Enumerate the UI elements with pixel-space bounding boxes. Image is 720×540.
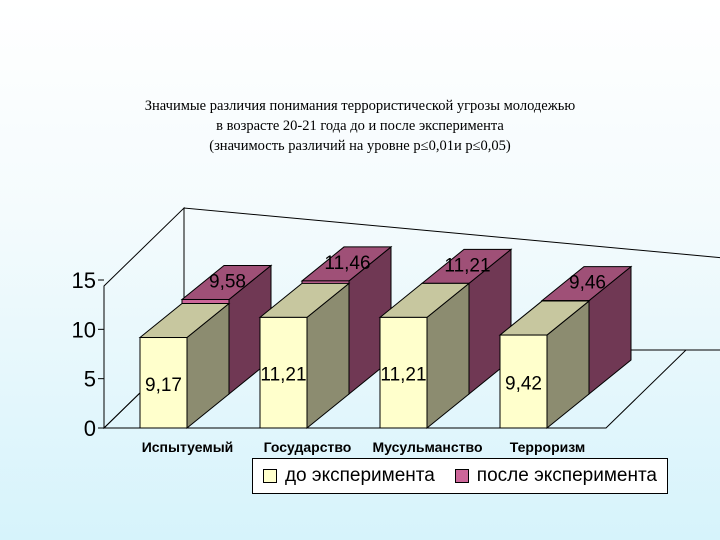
legend-label-after: после эксперимента [476, 465, 658, 486]
y-tick-label: 5 [84, 367, 96, 392]
data-label-before-3: 9,42 [505, 374, 542, 395]
bar-before-1-front [259, 316, 308, 429]
data-label-before-0: 9,17 [145, 375, 182, 396]
data-label-before-2: 11,21 [380, 365, 426, 386]
data-label-before-1: 11,21 [260, 365, 306, 386]
category-label-3: Терроризм [510, 439, 585, 455]
category-label-0: Испытуемый [142, 439, 234, 455]
chart-title: Значимые различия понимания террористиче… [60, 96, 660, 156]
y-tick-label: 0 [84, 416, 96, 441]
y-tick-label: 15 [72, 268, 96, 293]
chart-title-line-1: Значимые различия понимания террористиче… [144, 98, 576, 114]
legend: до эксперимента после эксперимента [252, 458, 668, 494]
legend-swatch-after [454, 469, 469, 483]
y-tick-label: 10 [72, 317, 96, 342]
legend-item-before: до эксперимента [262, 465, 435, 487]
category-label-2: Мусульманство [372, 439, 482, 455]
chart-title-line-3: (значимость различий на уровне p≤0,01и p… [209, 138, 511, 154]
data-label-after-1: 11,46 [324, 253, 370, 274]
legend-swatch-before [262, 469, 277, 483]
data-label-after-2: 11,21 [444, 255, 490, 276]
chart-title-line-2: в возрасте 20-21 года до и после экспери… [216, 118, 504, 134]
bar-before-2-front [379, 316, 428, 429]
category-label-1: Государство [264, 439, 352, 455]
data-label-after-0: 9,58 [209, 271, 246, 292]
bar-before-3-front [499, 334, 548, 429]
legend-item-after: после эксперимента [454, 465, 658, 487]
data-label-after-3: 9,46 [569, 273, 606, 294]
bar-before-0-front [139, 337, 188, 429]
legend-label-before: до эксперимента [284, 465, 435, 486]
